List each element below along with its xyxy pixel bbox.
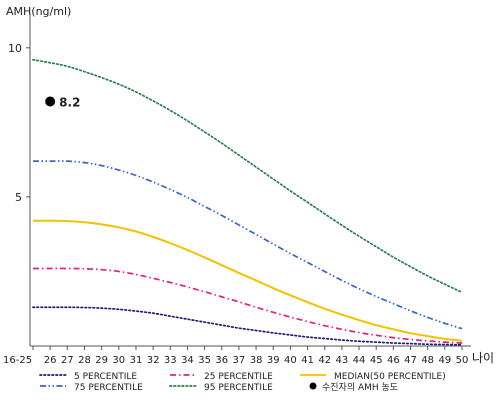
patient-marker-layer: 8.2 bbox=[45, 95, 80, 109]
legend-label-4: 95 PERCENTILE bbox=[204, 383, 273, 393]
x-tick-label: 29 bbox=[95, 355, 108, 366]
x-tick-label: 28 bbox=[78, 355, 91, 366]
x-tick-label: 39 bbox=[267, 355, 280, 366]
series-line-0 bbox=[32, 306, 463, 346]
x-tick-label: 32 bbox=[147, 355, 160, 366]
series-line-3 bbox=[33, 160, 463, 330]
legend-label-2: MEDIAN(50 PERCENTILE) bbox=[334, 372, 446, 382]
series-line-1 bbox=[33, 267, 463, 344]
x-tick-label: 33 bbox=[164, 355, 177, 366]
x-tick-label: 34 bbox=[181, 355, 194, 366]
x-tick-label: 26 bbox=[44, 355, 57, 366]
legend-marker-label: 수진자의 AMH 농도 bbox=[322, 382, 398, 393]
axes: 5 10 16-25 26 27 28 29 30 31 32 33 34 35 36 37 38 39 40 41… bbox=[3, 14, 471, 366]
legend-label-0: 5 PERCENTILE bbox=[74, 372, 137, 382]
x-tick-label: 47 bbox=[404, 355, 417, 366]
series-line-2 bbox=[32, 219, 463, 342]
x-tick-label: 44 bbox=[353, 355, 366, 366]
x-tick-label: 50 bbox=[456, 355, 469, 366]
x-tick-label: 27 bbox=[61, 355, 74, 366]
x-tick-label: 38 bbox=[250, 355, 263, 366]
x-tick-label: 37 bbox=[233, 355, 246, 366]
patient-amh-point bbox=[45, 96, 56, 107]
x-axis-label: 나이 bbox=[472, 351, 494, 365]
x-tick-label: 30 bbox=[112, 355, 125, 366]
x-tick-label: 41 bbox=[301, 355, 314, 366]
x-tick-label: 48 bbox=[421, 355, 434, 366]
series-lines bbox=[32, 58, 463, 346]
x-tick-label: 16-25 bbox=[3, 355, 32, 366]
x-tick-label: 49 bbox=[438, 355, 451, 366]
legend-label-1: 25 PERCENTILE bbox=[204, 372, 273, 382]
legend-marker-dot bbox=[309, 382, 317, 390]
y-tick-label: 10 bbox=[8, 42, 22, 55]
x-tick-label: 45 bbox=[370, 355, 383, 366]
y-tick-label: 5 bbox=[15, 191, 22, 204]
x-tick-label: 43 bbox=[336, 355, 349, 366]
x-tick-label: 31 bbox=[130, 355, 143, 366]
x-tick-label: 35 bbox=[198, 355, 211, 366]
patient-amh-value-label: 8.2 bbox=[59, 95, 80, 109]
y-axis-label: AMH(ng/ml) bbox=[6, 5, 71, 18]
x-tick-label: 36 bbox=[215, 355, 228, 366]
x-tick-label: 46 bbox=[387, 355, 400, 366]
x-tick-label: 42 bbox=[318, 355, 331, 366]
legend: 5 PERCENTILE 25 PERCENTILE 75 PERCENTILE 95… bbox=[39, 372, 446, 393]
x-tick-label: 40 bbox=[284, 355, 297, 366]
legend-label-3: 75 PERCENTILE bbox=[74, 383, 143, 393]
series-line-4 bbox=[32, 58, 463, 294]
